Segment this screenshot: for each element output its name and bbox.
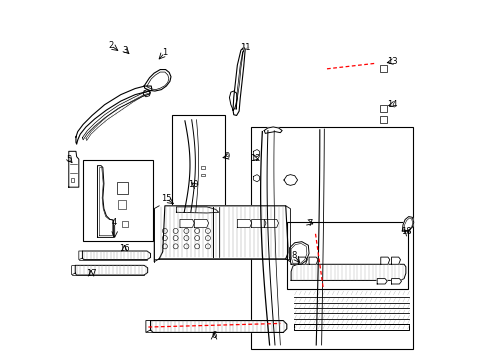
Polygon shape xyxy=(76,86,152,144)
Text: 11: 11 xyxy=(240,43,250,52)
Bar xyxy=(201,166,204,169)
Text: 1: 1 xyxy=(162,48,167,57)
Polygon shape xyxy=(176,207,218,213)
Bar xyxy=(379,116,386,123)
Polygon shape xyxy=(380,257,389,264)
Text: 9: 9 xyxy=(224,152,229,161)
Text: 16: 16 xyxy=(119,244,129,253)
Bar xyxy=(201,209,204,212)
Polygon shape xyxy=(264,220,278,227)
Polygon shape xyxy=(180,220,194,227)
Text: 13: 13 xyxy=(386,57,397,66)
Bar xyxy=(250,127,412,348)
Bar xyxy=(201,174,204,176)
Polygon shape xyxy=(75,265,147,275)
Bar xyxy=(117,182,128,194)
Bar xyxy=(118,200,126,209)
Bar xyxy=(379,64,386,72)
Text: 10: 10 xyxy=(188,180,199,189)
Polygon shape xyxy=(143,90,150,97)
Polygon shape xyxy=(402,217,413,231)
Polygon shape xyxy=(97,166,113,237)
Polygon shape xyxy=(376,279,386,284)
Text: 6: 6 xyxy=(211,332,216,341)
Bar xyxy=(194,209,198,212)
Polygon shape xyxy=(69,151,79,187)
Polygon shape xyxy=(290,264,405,280)
Polygon shape xyxy=(391,257,400,264)
Text: 15: 15 xyxy=(161,194,171,203)
Polygon shape xyxy=(391,279,401,284)
Bar xyxy=(83,160,153,241)
Text: 17: 17 xyxy=(85,269,96,278)
Polygon shape xyxy=(289,242,308,264)
Text: 5: 5 xyxy=(67,155,72,164)
Polygon shape xyxy=(308,257,317,264)
Polygon shape xyxy=(264,127,282,134)
Polygon shape xyxy=(251,220,265,227)
Text: 3: 3 xyxy=(122,46,128,55)
Text: 12: 12 xyxy=(249,154,260,163)
Polygon shape xyxy=(284,175,297,185)
Polygon shape xyxy=(194,220,208,227)
Text: 18: 18 xyxy=(401,228,411,237)
Polygon shape xyxy=(82,251,150,260)
Polygon shape xyxy=(150,320,286,332)
Bar xyxy=(188,209,191,212)
Bar xyxy=(182,209,185,212)
Text: 4: 4 xyxy=(112,218,117,227)
Polygon shape xyxy=(233,47,244,116)
Polygon shape xyxy=(229,91,237,110)
Polygon shape xyxy=(159,206,287,259)
Polygon shape xyxy=(298,257,306,264)
Polygon shape xyxy=(237,220,251,227)
Bar xyxy=(286,222,407,289)
Text: 8: 8 xyxy=(291,251,296,260)
Bar xyxy=(70,178,74,182)
Text: 7: 7 xyxy=(306,219,312,228)
Text: 2: 2 xyxy=(108,41,114,50)
Polygon shape xyxy=(144,69,171,91)
Bar xyxy=(172,116,224,216)
Polygon shape xyxy=(293,324,408,330)
Text: 14: 14 xyxy=(386,100,397,109)
Bar xyxy=(379,105,386,112)
Bar xyxy=(122,221,128,226)
